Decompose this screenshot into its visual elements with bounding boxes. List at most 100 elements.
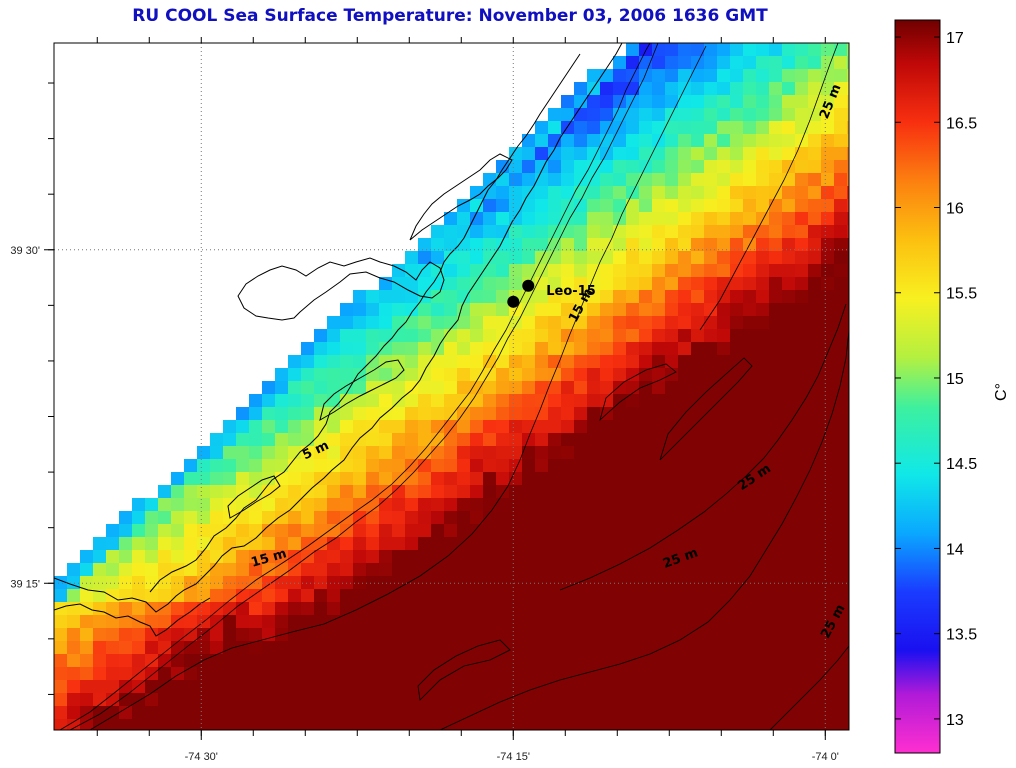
sst-cell: [743, 602, 757, 616]
sst-cell: [834, 238, 848, 252]
sst-cell: [301, 563, 315, 577]
sst-cell: [730, 498, 744, 512]
sst-cell: [808, 303, 822, 317]
sst-cell: [665, 303, 679, 317]
sst-cell: [496, 524, 510, 538]
sst-cell: [587, 186, 601, 200]
sst-cell: [639, 654, 653, 668]
sst-cell: [626, 43, 640, 57]
sst-cell: [574, 134, 588, 148]
sst-cell: [717, 550, 731, 564]
sst-cell: [470, 576, 484, 590]
sst-cell: [795, 43, 809, 57]
sst-cell: [457, 212, 471, 226]
sst-cell: [847, 108, 849, 122]
sst-cell: [262, 667, 276, 681]
sst-cell: [652, 95, 666, 109]
sst-cell: [301, 472, 315, 486]
sst-cell: [717, 329, 731, 343]
sst-cell: [158, 641, 172, 655]
sst-cell: [782, 719, 796, 730]
sst-cell: [587, 342, 601, 356]
sst-cell: [132, 498, 146, 512]
sst-cell: [431, 550, 445, 564]
sst-cell: [548, 719, 562, 730]
sst-cell: [717, 693, 731, 707]
sst-cell: [756, 719, 770, 730]
sst-cell: [847, 433, 849, 447]
sst-cell: [574, 433, 588, 447]
sst-cell: [730, 329, 744, 343]
sst-cell: [691, 563, 705, 577]
sst-cell: [80, 693, 94, 707]
sst-cell: [535, 602, 549, 616]
sst-cell: [418, 485, 432, 499]
station-marker[interactable]: [522, 279, 535, 292]
sst-cell: [730, 134, 744, 148]
sst-cell: [821, 82, 835, 96]
sst-cell: [470, 212, 484, 226]
sst-cell: [301, 459, 315, 473]
sst-cell: [431, 576, 445, 590]
sst-cell: [522, 407, 536, 421]
sst-cell: [574, 342, 588, 356]
sst-cell: [652, 238, 666, 252]
station-leo-15[interactable]: Leo-15: [507, 279, 596, 308]
sst-cell: [210, 550, 224, 564]
coastline-inland-1: [149, 53, 581, 593]
sst-cell: [678, 290, 692, 304]
sst-cell: [522, 641, 536, 655]
sst-cell: [223, 654, 237, 668]
sst-cell: [236, 563, 250, 577]
sst-cell: [548, 381, 562, 395]
sst-cell: [730, 316, 744, 330]
sst-cell: [730, 290, 744, 304]
sst-cell: [756, 342, 770, 356]
sst-cell: [548, 537, 562, 551]
sst-cell: [626, 264, 640, 278]
sst-cell: [834, 134, 848, 148]
sst-cell: [548, 680, 562, 694]
sst-cell: [756, 524, 770, 538]
sst-cell: [678, 641, 692, 655]
sst-cell: [457, 706, 471, 720]
sst-cell: [691, 602, 705, 616]
sst-cell: [561, 511, 575, 525]
sst-cell: [561, 524, 575, 538]
sst-cell: [483, 446, 497, 460]
sst-cell: [639, 719, 653, 730]
sst-cell: [574, 654, 588, 668]
sst-cell: [535, 511, 549, 525]
sst-cell: [301, 641, 315, 655]
station-marker[interactable]: [507, 295, 520, 308]
sst-cell: [470, 316, 484, 330]
sst-cell: [262, 381, 276, 395]
sst-cell: [353, 628, 367, 642]
sst-cell: [691, 667, 705, 681]
sst-cell: [470, 420, 484, 434]
sst-cell: [288, 381, 302, 395]
sst-cell: [821, 589, 835, 603]
sst-cell: [834, 602, 848, 616]
sst-cell: [678, 69, 692, 83]
sst-cell: [847, 667, 849, 681]
sst-cell: [509, 381, 523, 395]
sst-cell: [743, 680, 757, 694]
sst-cell: [639, 459, 653, 473]
sst-cell: [808, 355, 822, 369]
sst-cell: [509, 719, 523, 730]
sst-cell: [756, 264, 770, 278]
sst-cell: [535, 134, 549, 148]
sst-cell: [730, 563, 744, 577]
sst-cell: [704, 446, 718, 460]
sst-cell: [782, 433, 796, 447]
sst-cell: [93, 667, 107, 681]
sst-cell: [405, 420, 419, 434]
sst-cell: [613, 355, 627, 369]
sst-cell: [587, 498, 601, 512]
sst-cell: [288, 433, 302, 447]
sst-cell: [587, 550, 601, 564]
sst-cell: [613, 485, 627, 499]
sst-cell: [665, 95, 679, 109]
